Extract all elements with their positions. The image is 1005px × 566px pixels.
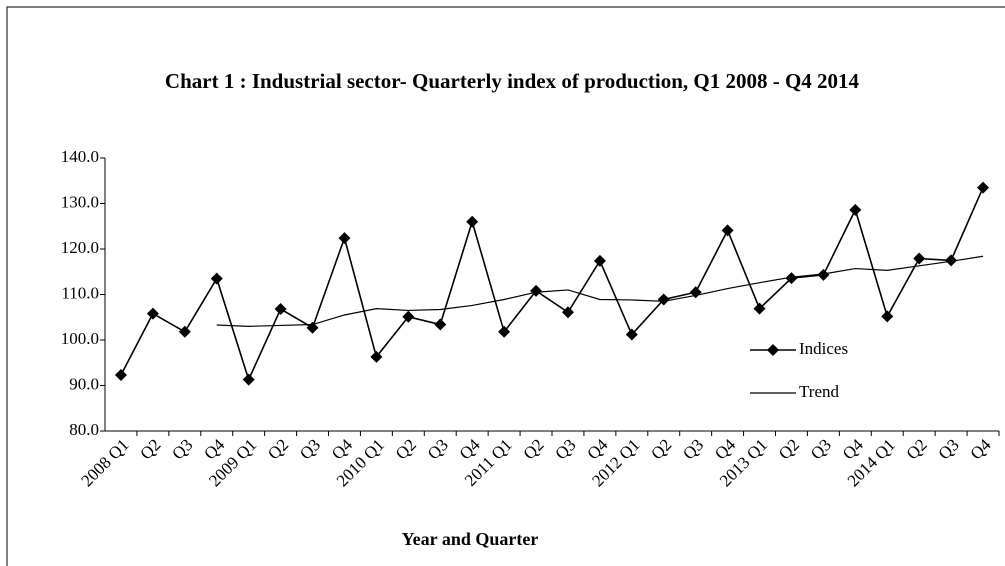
- data-point: [593, 254, 606, 267]
- x-tick-label: Q2: [392, 435, 420, 463]
- x-axis-title: Year and Quarter: [402, 529, 539, 549]
- x-tick-label: Q3: [296, 435, 324, 463]
- legend-label: Trend: [799, 382, 839, 401]
- data-point: [977, 181, 990, 194]
- data-point: [657, 293, 670, 306]
- x-tick-label: Q2: [647, 435, 675, 463]
- legend-marker: [767, 344, 779, 356]
- y-tick-label: 100.0: [61, 329, 99, 348]
- data-point: [466, 215, 479, 228]
- data-point: [146, 307, 159, 320]
- x-tick-label: Q2: [136, 435, 164, 463]
- data-point: [210, 272, 223, 285]
- x-tick-label: Q3: [168, 435, 196, 463]
- x-tick-label: Q2: [903, 435, 931, 463]
- series-line: [216, 255, 984, 327]
- data-point: [178, 325, 191, 338]
- y-tick-label: 80.0: [69, 420, 99, 439]
- data-point: [881, 310, 894, 323]
- data-point: [625, 328, 638, 341]
- data-point: [561, 306, 574, 319]
- data-point: [370, 350, 383, 363]
- y-tick-label: 110.0: [61, 283, 99, 302]
- chart-frame: [6, 6, 1005, 566]
- y-tick-label: 120.0: [61, 238, 99, 257]
- data-point: [530, 284, 543, 297]
- x-tick-label: Q3: [551, 435, 579, 463]
- data-point: [242, 373, 255, 386]
- x-tick-label: Q3: [424, 435, 452, 463]
- x-tick-label: Q3: [807, 435, 835, 463]
- data-point: [817, 268, 830, 281]
- series-line: [120, 187, 984, 382]
- legend-label: Indices: [799, 339, 848, 358]
- data-point: [114, 369, 127, 382]
- x-tick-label: Q4: [966, 435, 994, 463]
- x-tick-label: Q2: [519, 435, 547, 463]
- y-tick-label: 130.0: [61, 192, 99, 211]
- data-point: [338, 232, 351, 245]
- data-point: [721, 224, 734, 237]
- data-point: [274, 303, 287, 316]
- data-point: [434, 318, 447, 331]
- data-point: [913, 252, 926, 265]
- x-tick-label: Q3: [679, 435, 707, 463]
- data-point: [402, 310, 415, 323]
- x-tick-label: Q2: [775, 435, 803, 463]
- data-point: [498, 325, 511, 338]
- y-tick-label: 140.0: [61, 147, 99, 166]
- chart-title: Chart 1 : Industrial sector- Quarterly i…: [165, 69, 860, 93]
- x-tick-label: Q2: [264, 435, 292, 463]
- x-tick-label: Q3: [935, 435, 963, 463]
- x-tick-label: 2008 Q1: [77, 435, 132, 490]
- y-tick-label: 90.0: [69, 374, 99, 393]
- data-point: [753, 302, 766, 315]
- data-point: [945, 254, 958, 267]
- data-point: [785, 272, 798, 285]
- data-point: [849, 203, 862, 216]
